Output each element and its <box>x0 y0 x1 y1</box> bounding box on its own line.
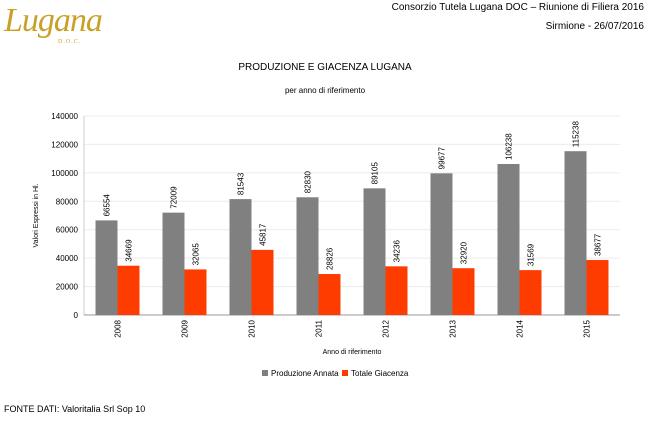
data-label: 82830 <box>304 170 313 193</box>
legend-label: Totale Giacenza <box>351 369 409 378</box>
y-axis-label: Valori Espressi in Hl. <box>33 183 40 247</box>
legend-swatch <box>262 370 268 376</box>
x-axis-label: Anno di riferimento <box>323 349 382 356</box>
data-label: 115238 <box>572 121 581 148</box>
y-tick-label: 60000 <box>56 226 79 235</box>
data-label: 99677 <box>438 147 447 170</box>
bar-giacenza <box>251 249 274 315</box>
data-label: 28826 <box>326 247 335 270</box>
lugana-logo-sub: D.O.C. <box>58 39 82 45</box>
y-tick-label: 80000 <box>56 197 79 206</box>
legend-swatch <box>342 370 348 376</box>
x-tick-label: 2011 <box>315 319 324 337</box>
y-tick-label: 140000 <box>51 112 78 121</box>
bar-giacenza <box>385 266 408 315</box>
data-label: 106238 <box>505 133 514 160</box>
bar-produzione <box>296 197 319 315</box>
y-tick-label: 20000 <box>56 283 79 292</box>
x-tick-label: 2012 <box>382 319 391 337</box>
bar-giacenza <box>452 268 475 315</box>
x-tick-label: 2009 <box>181 319 190 337</box>
x-tick-label: 2015 <box>583 319 592 337</box>
data-label: 66554 <box>103 194 112 217</box>
bar-produzione <box>95 220 118 315</box>
bar-produzione <box>162 212 185 315</box>
x-tick-label: 2014 <box>516 319 525 337</box>
data-label: 72009 <box>170 186 179 209</box>
bar-giacenza <box>318 274 341 315</box>
bar-giacenza <box>519 270 542 315</box>
x-tick-label: 2008 <box>114 319 123 337</box>
y-tick-label: 100000 <box>51 169 78 178</box>
data-label: 34669 <box>125 239 134 262</box>
y-tick-label: 40000 <box>56 254 79 263</box>
data-label: 32920 <box>460 241 469 264</box>
lugana-logo: Lugana <box>4 2 103 39</box>
bar-produzione <box>430 173 453 315</box>
data-label: 81543 <box>237 172 246 195</box>
bar-produzione <box>363 188 386 315</box>
legend-label: Produzione Annata <box>271 369 339 378</box>
data-label: 34236 <box>393 240 402 263</box>
data-label: 32065 <box>192 243 201 266</box>
bar-giacenza <box>184 269 207 315</box>
data-source: FONTE DATI: Valoritalia Srl Sop 10 <box>4 404 146 414</box>
x-tick-label: 2013 <box>449 319 458 337</box>
bar-produzione <box>229 199 252 315</box>
data-label: 89105 <box>371 162 380 185</box>
bar-giacenza <box>586 260 609 315</box>
bar-produzione <box>564 151 587 315</box>
y-tick-label: 120000 <box>51 140 78 149</box>
chart-subtitle: per anno di riferimento <box>284 86 366 95</box>
data-label: 31569 <box>527 243 536 266</box>
bar-produzione <box>497 163 520 315</box>
data-label: 38677 <box>594 233 603 256</box>
header-organization: Consorzio Tutela Lugana DOC – Riunione d… <box>391 2 644 13</box>
header-location-date: Sirmione - 26/07/2016 <box>545 21 644 32</box>
chart-title: PRODUZIONE E GIACENZA LUGANA <box>238 62 412 73</box>
x-tick-label: 2010 <box>248 319 257 337</box>
y-tick-label: 0 <box>74 311 79 320</box>
bar-giacenza <box>117 265 140 315</box>
data-label: 45817 <box>259 223 268 246</box>
